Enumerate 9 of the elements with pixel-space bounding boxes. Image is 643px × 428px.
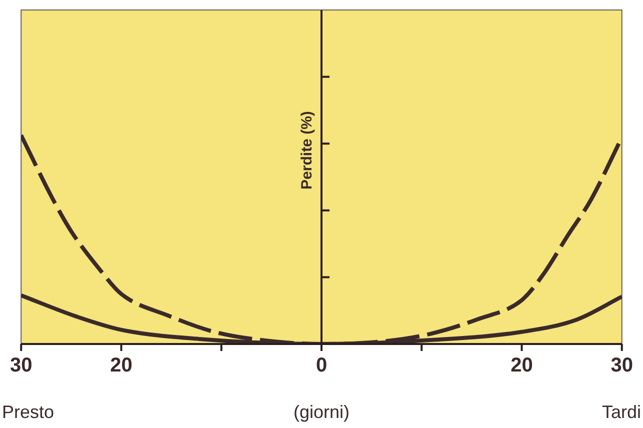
x-tick-label: 20: [510, 354, 533, 377]
x-tick-label: 30: [610, 354, 633, 377]
text: Tardi: [602, 402, 641, 422]
text: Presto: [2, 402, 54, 422]
y-axis-title: Perdite (%): [298, 111, 316, 190]
x-tick-label: 20: [110, 354, 132, 377]
x-axis-title: (giorni): [293, 402, 350, 422]
x-tick-label: 30: [10, 354, 32, 377]
x-tick-label: 0: [316, 354, 328, 377]
